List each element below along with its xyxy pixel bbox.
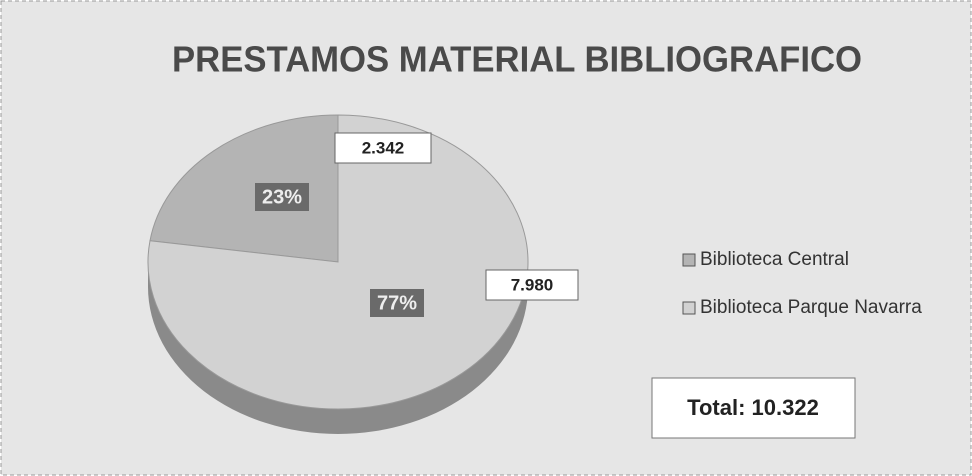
pie-slice — [147, 114, 529, 410]
pie-side — [148, 262, 528, 434]
pie — [147, 114, 529, 410]
percent-label-box — [255, 183, 309, 211]
value-label: 2.342 — [362, 138, 405, 157]
value-label: 7.980 — [511, 275, 554, 294]
percent-label-box — [370, 289, 424, 317]
legend-label: Biblioteca Parque Navarra — [700, 297, 922, 318]
total-box — [651, 377, 856, 439]
legend-swatch — [682, 301, 696, 315]
percent-label: 77% — [377, 292, 417, 314]
chart-title: PRESTAMOS MATERIAL BIBLIOGRAFICO — [172, 39, 862, 80]
percent-label: 23% — [262, 186, 302, 208]
pie-slice — [149, 114, 339, 263]
value-label-box — [485, 269, 579, 301]
value-label-box — [334, 132, 432, 164]
labels: 2.342 23% Biblioteca Central 7.980 77% Biblio… — [255, 132, 922, 439]
legend-label: Biblioteca Central — [700, 249, 849, 270]
legend-swatch — [682, 253, 696, 267]
total-label: Total: 10.322 — [687, 395, 819, 420]
